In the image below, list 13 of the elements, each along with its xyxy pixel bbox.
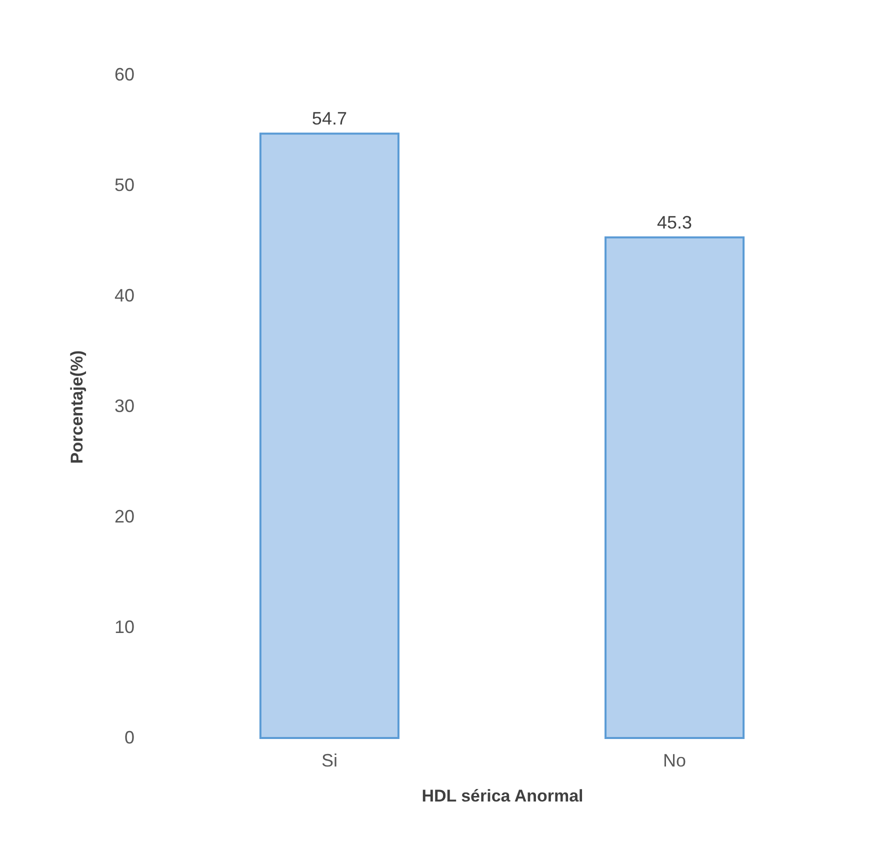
data-label: 54.7: [312, 108, 347, 129]
y-tick-label: 50: [114, 175, 134, 195]
y-tick-label: 10: [114, 617, 134, 637]
y-tick-label: 40: [114, 286, 134, 306]
x-tick-label: No: [663, 750, 686, 770]
y-tick-label: 60: [114, 64, 134, 84]
x-tick-label: Si: [321, 750, 338, 770]
y-tick-label: 0: [124, 728, 134, 748]
y-axis-title: Porcentaje(%): [67, 350, 86, 464]
x-axis-title: HDL sérica Anormal: [422, 786, 584, 806]
data-label: 45.3: [657, 212, 692, 232]
y-tick-label: 30: [114, 396, 134, 416]
y-tick-label: 20: [114, 506, 134, 526]
